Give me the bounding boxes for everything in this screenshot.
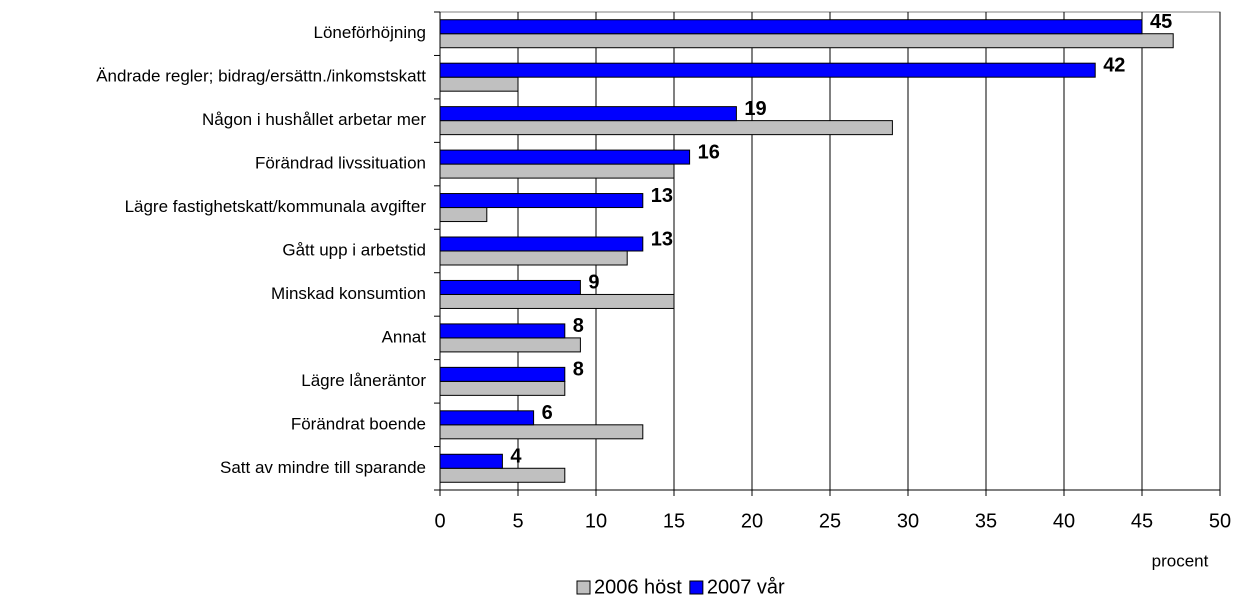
data-label: 4 <box>510 446 522 468</box>
bar <box>439 76 519 92</box>
y-tick-label: Minskad konsumtion <box>271 284 426 303</box>
y-tick-label: Annat <box>382 327 427 346</box>
bar <box>439 279 581 295</box>
bar <box>439 424 644 440</box>
y-tick-label: Lägre låneräntor <box>301 371 426 390</box>
data-label: 16 <box>698 141 720 163</box>
x-tick-label: 30 <box>897 510 919 532</box>
bar <box>439 337 581 353</box>
data-label: 13 <box>651 228 673 250</box>
data-label: 8 <box>573 315 584 337</box>
bar <box>439 453 503 469</box>
bar <box>439 62 1096 78</box>
x-tick-label: 25 <box>819 510 841 532</box>
x-tick-label: 45 <box>1131 510 1153 532</box>
data-label: 45 <box>1150 11 1172 33</box>
x-tick-label: 40 <box>1053 510 1075 532</box>
bar <box>439 250 628 266</box>
data-label: 42 <box>1103 54 1125 76</box>
bar <box>439 467 566 483</box>
y-tick-label: Satt av mindre till sparande <box>220 458 426 477</box>
y-tick-label: Förändrad livssituation <box>255 154 426 173</box>
legend-swatch <box>576 580 591 595</box>
y-tick-label: Någon i hushållet arbetar mer <box>202 110 426 129</box>
bar <box>439 19 1143 35</box>
y-tick-label: Ändrade regler; bidrag/ersättn./inkomsts… <box>96 67 426 86</box>
bar <box>439 106 737 122</box>
x-tick-label: 20 <box>741 510 763 532</box>
bar <box>439 207 488 223</box>
bar <box>439 149 691 165</box>
data-label: 9 <box>588 272 599 294</box>
bar <box>439 236 644 252</box>
data-label: 6 <box>542 402 553 424</box>
bar <box>439 120 893 136</box>
bar <box>439 33 1174 49</box>
bar <box>439 163 675 179</box>
bar <box>439 193 644 209</box>
y-tick-label: Gått upp i arbetstid <box>282 240 426 259</box>
bar <box>439 366 566 382</box>
x-axis-label: procent <box>1152 551 1209 570</box>
legend-swatch <box>689 580 704 595</box>
legend-label: 2006 höst <box>594 576 682 598</box>
x-tick-label: 5 <box>512 510 523 532</box>
data-label: 8 <box>573 359 584 381</box>
bar <box>439 323 566 339</box>
data-label: 13 <box>651 185 673 207</box>
y-tick-label: Förändrat boende <box>291 414 426 433</box>
x-tick-label: 0 <box>434 510 445 532</box>
x-tick-label: 35 <box>975 510 997 532</box>
data-label: 19 <box>744 98 766 120</box>
x-tick-label: 10 <box>585 510 607 532</box>
x-tick-label: 15 <box>663 510 685 532</box>
y-tick-label: Löneförhöjning <box>314 23 426 42</box>
bar <box>439 410 535 426</box>
x-tick-label: 50 <box>1209 510 1231 532</box>
legend-label: 2007 vår <box>707 576 785 598</box>
y-tick-label: Lägre fastighetskatt/kommunala avgifter <box>125 197 427 216</box>
bar <box>439 293 675 309</box>
bar <box>439 380 566 396</box>
